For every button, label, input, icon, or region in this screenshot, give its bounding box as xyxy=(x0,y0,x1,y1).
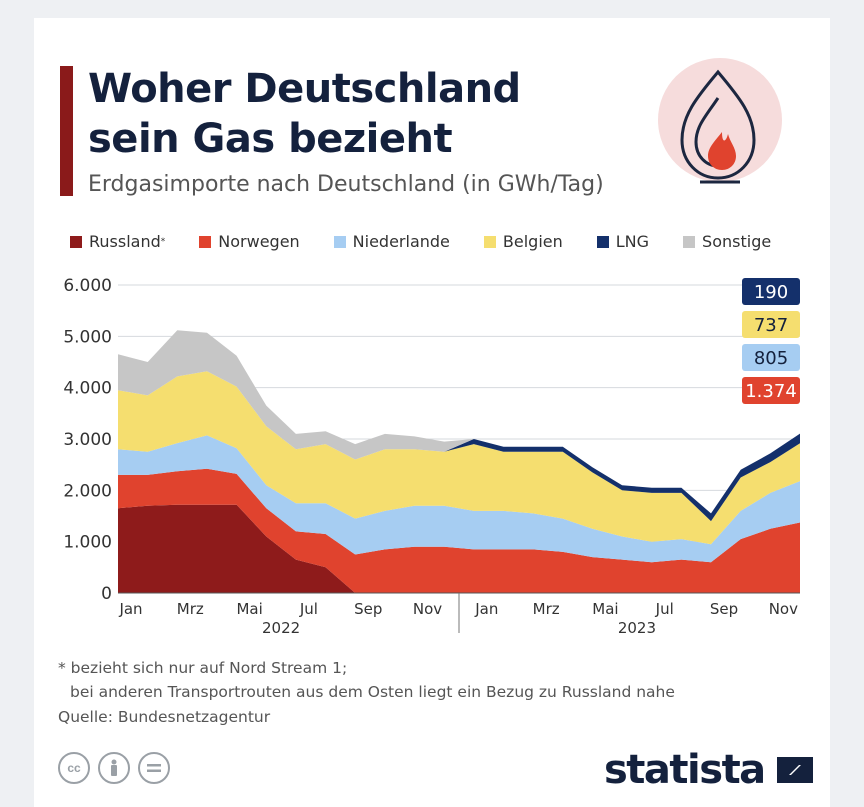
legend-item-lng: LNG xyxy=(596,232,650,251)
legend-swatch-niederlande xyxy=(333,235,346,248)
year-label: 2023 xyxy=(618,619,656,637)
legend-swatch-sonstige xyxy=(683,235,696,248)
area-series-niederlande xyxy=(118,435,800,563)
legend-label-sonstige: Sonstige xyxy=(702,232,772,251)
legend-label-russland: Russland xyxy=(89,232,161,251)
legend-swatch-belgien xyxy=(483,235,496,248)
value-badge xyxy=(742,278,800,305)
legend-label-norwegen: Norwegen xyxy=(218,232,300,251)
value-badge xyxy=(742,311,800,338)
value-badge-label: 1.374 xyxy=(745,381,797,402)
legend-swatch-norwegen xyxy=(199,235,212,248)
legend-label-lng: LNG xyxy=(615,232,650,251)
area-series-belgien xyxy=(118,371,800,545)
area-series-sonstige xyxy=(118,330,800,514)
person-icon xyxy=(98,752,130,784)
footnote-line-2: bei anderen Transportrouten aus dem Oste… xyxy=(70,683,675,701)
gas-flame-icon xyxy=(658,58,782,184)
legend-swatch-lng xyxy=(596,235,609,248)
legend-item-niederlande: Niederlande xyxy=(333,232,450,251)
value-badge xyxy=(742,344,800,371)
chart-title: Woher Deutschland sein Gas bezieht xyxy=(88,64,521,164)
stacked-area-chart: 0 1.000 2.000 3.000 4.000 5.000 6.000 Jan Mrz Mai… xyxy=(63,276,800,637)
y-tick-label: 3.000 xyxy=(63,430,112,450)
year-label: 2022 xyxy=(262,619,300,637)
y-tick-label: 2.000 xyxy=(63,481,112,501)
y-tick-label: 4.000 xyxy=(63,379,112,399)
x-tick-label: Mrz xyxy=(177,600,204,618)
legend-label-niederlande: Niederlande xyxy=(352,232,450,251)
area-series-norwegen xyxy=(118,468,800,593)
legend-label-belgien: Belgien xyxy=(502,232,563,251)
equals-icon xyxy=(138,752,170,784)
x-tick-label: Nov xyxy=(413,600,442,618)
license-icons: cc xyxy=(58,752,170,784)
x-tick-label: Jul xyxy=(299,600,318,618)
cc-icon: cc xyxy=(58,752,90,784)
legend-item-russland: Russland * xyxy=(70,232,165,251)
chart-title-line-1: Woher Deutschland xyxy=(88,66,521,112)
x-tick-label: Sep xyxy=(354,600,382,618)
value-badge-label: 190 xyxy=(754,282,788,303)
source-note: Quelle: Bundesnetzagentur xyxy=(58,708,271,726)
x-tick-label: Jan xyxy=(474,600,498,618)
legend-footnote-mark: * xyxy=(160,236,166,247)
legend-item-norwegen: Norwegen xyxy=(199,232,300,251)
y-tick-label: 6.000 xyxy=(63,276,112,296)
title-accent-bar xyxy=(60,66,73,196)
chart-subtitle: Erdgasimporte nach Deutschland (in GWh/T… xyxy=(88,172,604,197)
value-badge-label: 737 xyxy=(754,315,788,336)
x-tick-label: Nov xyxy=(769,600,798,618)
value-badge xyxy=(742,377,800,404)
footnote: * bezieht sich nur auf Nord Stream 1; be… xyxy=(58,656,675,704)
footnote-line-1: * bezieht sich nur auf Nord Stream 1; xyxy=(58,659,348,677)
chart-title-line-2: sein Gas bezieht xyxy=(88,116,453,162)
x-tick-label: Mrz xyxy=(533,600,560,618)
x-tick-label: Sep xyxy=(710,600,738,618)
x-tick-label: Jan xyxy=(118,600,142,618)
x-tick-label: Mai xyxy=(592,600,618,618)
y-tick-label: 1.000 xyxy=(63,533,112,553)
area-series-lng xyxy=(118,371,800,522)
legend-swatch-russland xyxy=(70,235,82,248)
brand-name: statista xyxy=(604,747,766,793)
statista-mark-icon xyxy=(776,757,813,783)
legend-item-sonstige: Sonstige xyxy=(683,232,771,251)
value-badge-label: 805 xyxy=(754,348,788,369)
x-tick-label: Jul xyxy=(655,600,674,618)
x-tick-label: Mai xyxy=(236,600,262,618)
y-tick-label: 5.000 xyxy=(63,327,112,347)
y-tick-label: 0 xyxy=(101,584,112,604)
statista-logo: statista xyxy=(604,748,813,792)
chart-legend: Russland * Norwegen Niederlande Belgien L… xyxy=(70,232,771,251)
area-series-russland xyxy=(118,504,800,593)
legend-item-belgien: Belgien xyxy=(483,232,563,251)
